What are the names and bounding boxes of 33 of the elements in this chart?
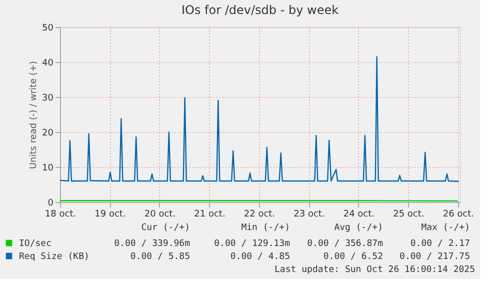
text: 0.00 / 6.52 (323, 252, 383, 262)
x-tick-label: 25 oct. (393, 210, 424, 220)
text: Max (-/+) (421, 223, 470, 233)
text: 0.00 / 4.85 (230, 252, 290, 262)
legend-label: IO/sec (19, 239, 52, 249)
x-tick-label: 23 oct. (294, 210, 325, 220)
text: Last update: Sun Oct 26 16:00:14 2025 (274, 265, 475, 275)
legend-label: Req Size (KB) (19, 252, 90, 262)
x-tick-label: 24 oct. (343, 210, 375, 220)
y-tick-label: 40 (42, 58, 54, 68)
y-tick-label: 10 (42, 164, 54, 174)
x-tick-label: 19 oct. (94, 210, 126, 220)
y-tick-label: 0 (48, 198, 54, 208)
text: Min (-/+) (241, 223, 290, 233)
text: 0.00 / 2.17 (410, 239, 470, 249)
x-tick-label: 18 oct. (44, 210, 76, 220)
text: 0.00 / 356.87m (307, 239, 383, 249)
text: Cur (-/+) (141, 223, 190, 233)
y-tick-label: 20 (42, 128, 54, 138)
text: 0.00 / 217.75 (400, 252, 470, 262)
text: 0.00 / 339.96m (114, 239, 190, 249)
chart-title: IOs for /dev/sdb - by week (181, 3, 339, 17)
x-tick-label: 26 oct. (442, 210, 474, 220)
y-axis-title: Units read (-) / write (+) (29, 60, 40, 170)
y-tick-label: 50 (42, 24, 54, 34)
x-tick-label: 22 oct. (244, 210, 276, 220)
x-tick-label: 21 oct. (194, 210, 226, 220)
text: Avg (-/+) (334, 223, 383, 233)
text: 0.00 / 5.85 (130, 252, 190, 262)
text: 0.00 / 129.13m (214, 239, 290, 249)
line-series (59, 56, 460, 182)
x-tick-label: 20 oct. (144, 210, 176, 220)
y-tick-label: 30 (42, 94, 54, 104)
